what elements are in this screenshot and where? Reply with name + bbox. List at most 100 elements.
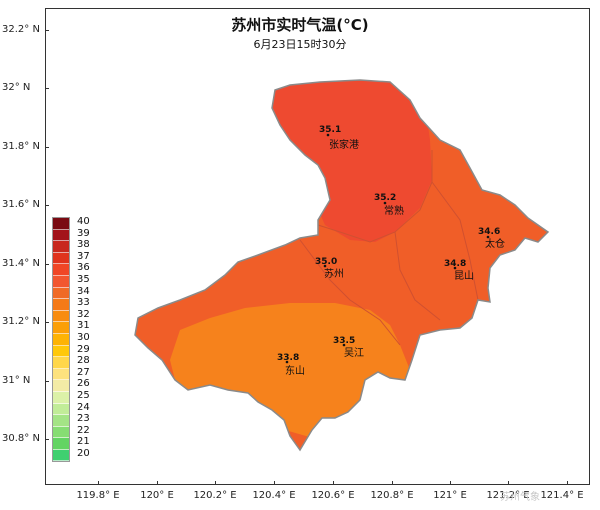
y-axis-label: 31.8° N <box>2 141 40 152</box>
district-border <box>299 239 401 346</box>
x-axis-label: 119.8° E <box>76 490 120 501</box>
region-outline <box>134 79 550 452</box>
legend-swatch <box>53 310 69 323</box>
legend-swatch <box>53 241 69 253</box>
legend-swatch <box>53 403 69 416</box>
legend-swatch <box>53 449 69 462</box>
legend-label: 35 <box>77 274 90 285</box>
station-zhangjiagang: 35.1 张家港 <box>319 125 359 151</box>
legend-swatch <box>53 345 69 358</box>
y-axis-label: 32° N <box>2 82 31 93</box>
station-name: 常熟 <box>384 204 404 217</box>
station-suzhou: 35.0 苏州 <box>315 257 344 280</box>
x-axis-label: 121.2° E <box>486 490 530 501</box>
legend-swatch <box>53 252 69 265</box>
x-axis-label: 120.6° E <box>311 490 355 501</box>
y-axis-label: 32.2° N <box>2 24 40 35</box>
legend-swatch <box>53 333 69 346</box>
y-axis-label: 31° N <box>2 375 31 386</box>
y-axis-label: 30.8° N <box>2 433 40 444</box>
y-axis-label: 31.4° N <box>2 258 40 269</box>
legend-swatch <box>53 357 69 369</box>
legend-label: 30 <box>77 332 90 343</box>
x-tick <box>450 481 451 485</box>
legend-label: 33 <box>77 297 90 309</box>
legend-label: 28 <box>77 355 90 367</box>
x-axis-label: 120.2° E <box>193 490 237 501</box>
legend-label: 25 <box>77 390 90 401</box>
map-subtitle: 6月23日15时30分 <box>253 38 347 51</box>
color-legend: 40 39 38 37 36 35 34 33 32 31 30 29 28 27 26 25 24 23 22 21… <box>52 216 90 463</box>
legend-label: 23 <box>77 413 90 425</box>
legend-label: 26 <box>77 378 90 390</box>
legend-label: 37 <box>77 250 90 262</box>
station-name: 太仓 <box>485 237 505 250</box>
station-changshu: 35.2 常熟 <box>374 193 404 217</box>
legend-label: 22 <box>77 424 90 436</box>
legend-label: 32 <box>77 308 90 320</box>
station-name: 张家港 <box>329 138 359 151</box>
x-axis-label: 121° E <box>433 490 467 501</box>
station-value: 34.6 <box>478 227 500 237</box>
y-tick <box>45 147 49 148</box>
y-tick <box>45 30 49 31</box>
legend-swatch <box>53 380 69 392</box>
station-value: 35.2 <box>374 193 396 203</box>
legend-label: 21 <box>77 436 90 448</box>
legend-label: 40 <box>77 216 90 227</box>
y-tick <box>45 322 49 323</box>
x-axis-label: 121.4° E <box>540 490 584 501</box>
legend-swatch <box>53 426 69 439</box>
legend-swatch <box>53 391 69 404</box>
station-kunshan: 34.8 昆山 <box>444 259 474 282</box>
station-name: 苏州 <box>324 267 344 280</box>
station-name: 昆山 <box>454 270 474 282</box>
x-axis-label: 120° E <box>140 490 174 501</box>
district-border <box>394 231 441 321</box>
station-dongshan: 33.8 东山 <box>277 353 305 377</box>
legend-label: 38 <box>77 239 90 251</box>
y-tick <box>45 439 49 440</box>
station-name: 吴江 <box>344 347 364 359</box>
y-axis-label: 31.6° N <box>2 199 40 210</box>
station-value: 35.1 <box>319 125 341 135</box>
legend-swatch <box>53 299 69 311</box>
y-tick <box>45 381 49 382</box>
legend-swatch <box>53 218 69 230</box>
station-value: 34.8 <box>444 259 466 269</box>
legend-label: 20 <box>77 448 90 459</box>
x-tick <box>333 481 334 485</box>
watermark: 苏州气象 <box>500 492 540 503</box>
zone-35 <box>260 80 432 242</box>
legend-label: 24 <box>77 401 90 413</box>
x-tick <box>392 481 393 485</box>
x-tick <box>508 481 509 485</box>
station-wujiang: 33.5 吴江 <box>333 336 364 359</box>
legend-label: 27 <box>77 366 90 378</box>
legend-swatch <box>53 368 69 381</box>
x-tick <box>567 481 568 485</box>
x-axis-label: 120.8° E <box>370 490 414 501</box>
legend-swatch <box>53 438 69 450</box>
station-name: 东山 <box>285 364 305 377</box>
legend-label: 29 <box>77 343 90 355</box>
legend-swatch <box>53 264 69 276</box>
legend-label: 34 <box>77 285 90 297</box>
x-tick <box>98 481 99 485</box>
x-tick <box>215 481 216 485</box>
legend-label: 39 <box>77 227 90 239</box>
legend-swatch <box>53 287 69 300</box>
legend-swatch <box>53 229 69 242</box>
x-axis-label: 120.4° E <box>252 490 296 501</box>
station-value: 33.8 <box>277 353 299 363</box>
station-value: 35.0 <box>315 257 337 267</box>
legend-label: 31 <box>77 320 90 332</box>
x-tick <box>274 481 275 485</box>
y-tick <box>45 88 49 89</box>
legend-swatch <box>53 275 69 288</box>
legend-label: 36 <box>77 262 90 274</box>
district-border <box>431 181 479 301</box>
legend-swatch <box>53 322 69 334</box>
x-tick <box>157 481 158 485</box>
